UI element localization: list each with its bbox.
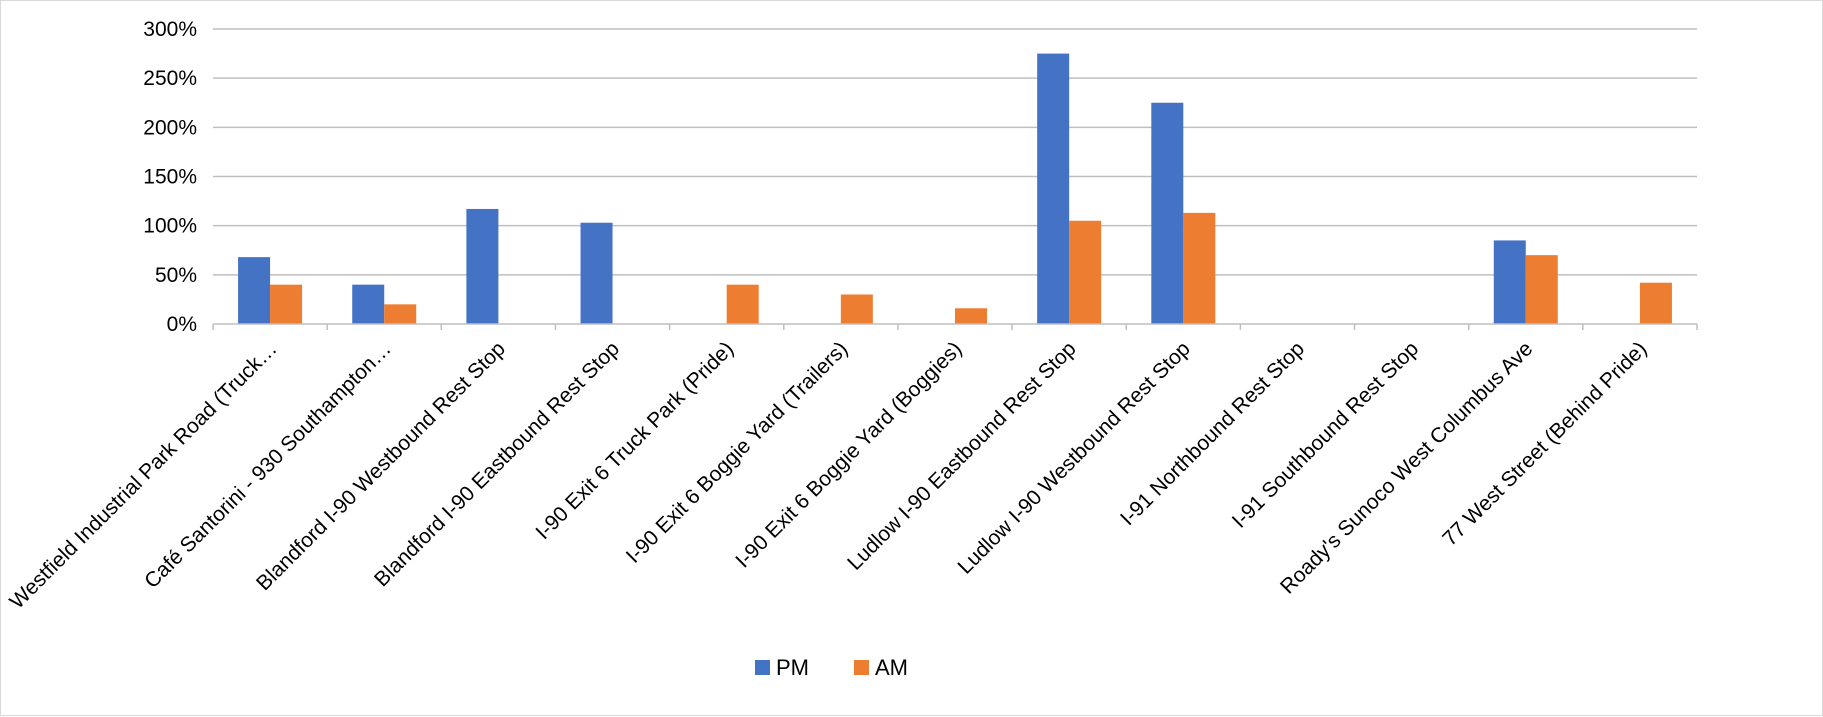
legend: PM AM [755, 655, 908, 680]
y-tick-label: 100% [143, 215, 197, 238]
bars [238, 53, 1672, 324]
x-category-label: Ludlow I-90 Westbound Rest Stop [953, 337, 1194, 578]
x-category-label: 77 West Street (Behind Pride) [1438, 337, 1651, 550]
bar-am [1525, 255, 1558, 324]
x-category-label: Ludlow I-90 Eastbound Rest Stop [843, 337, 1080, 574]
bar-pm [1493, 240, 1526, 324]
x-axis-category-labels: Westfield Industrial Park Road (Truck…Ca… [5, 337, 1651, 613]
x-category-label: I-91 Southbound Rest Stop [1228, 337, 1423, 532]
legend-label-pm: PM [776, 655, 809, 680]
bar-pm [466, 208, 499, 324]
bar-pm [238, 257, 271, 324]
y-axis-tick-labels: 0% 50% 100% 150% 200% 250% 300% [143, 18, 197, 336]
y-tick-label: 250% [143, 67, 197, 90]
bar-am [726, 284, 759, 324]
x-category-label: Café Santorini - 930 Southampton… [140, 337, 396, 593]
x-category-label: I-90 Exit 6 Truck Park (Pride) [531, 337, 738, 544]
bar-am [270, 284, 303, 324]
legend-swatch-pm [755, 660, 770, 675]
bar-am [384, 304, 417, 324]
x-axis [212, 323, 1698, 330]
y-tick-label: 300% [143, 18, 197, 41]
x-category-label: Blandford I-90 Westbound Rest Stop [252, 337, 510, 595]
x-category-label: I-90 Exit 6 Boggie Yard (Trailers) [622, 337, 853, 568]
x-category-label: Blandford I-90 Eastbound Rest Stop [370, 337, 624, 591]
bar-pm [1151, 102, 1184, 324]
x-category-label: Roady's Sunoco West Columbus Ave [1276, 337, 1537, 598]
bar-pm [352, 284, 385, 324]
x-category-label: I-90 Exit 6 Boggie Yard (Boggies) [731, 337, 966, 572]
legend-swatch-am [854, 660, 869, 675]
y-tick-label: 150% [143, 166, 197, 189]
bar-pm [1037, 53, 1070, 324]
y-tick-label: 0% [167, 313, 197, 336]
x-category-label: I-91 Northbound Rest Stop [1116, 337, 1309, 530]
y-tick-label: 50% [155, 264, 197, 287]
y-tick-label: 200% [143, 116, 197, 139]
bar-am [1639, 282, 1672, 324]
bar-am [955, 308, 987, 324]
bar-am [840, 294, 873, 324]
legend-label-am: AM [875, 655, 908, 680]
bar-am [1069, 220, 1102, 324]
gridlines [213, 28, 1697, 276]
bar-am [1183, 212, 1216, 324]
bar-pm [580, 222, 613, 324]
